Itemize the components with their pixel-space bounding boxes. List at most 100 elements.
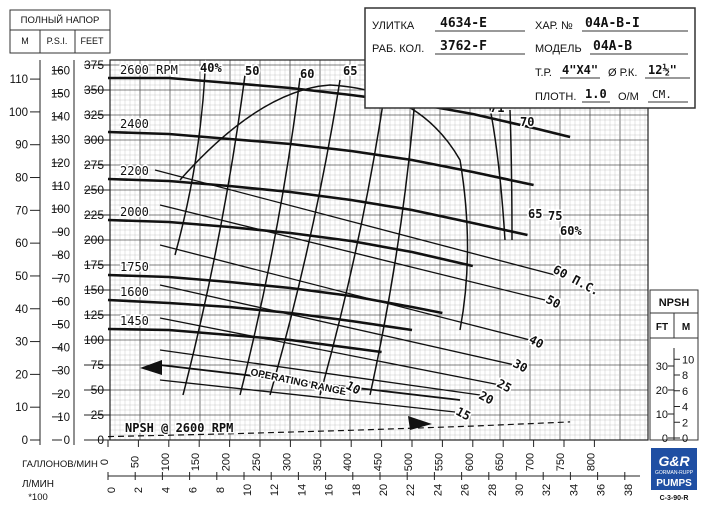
efficiency-label: 40%	[200, 61, 222, 75]
lpm-tick-label: 14	[296, 484, 308, 496]
npsh-ft-label: FT	[656, 322, 668, 333]
arrow-left-icon	[140, 360, 162, 375]
psi-tick-label: 20	[57, 389, 70, 401]
gpm-tick-label: 500	[403, 453, 415, 471]
psi-tick-label: 130	[51, 135, 70, 147]
col-m-label: M	[21, 36, 29, 46]
npsh-line	[159, 204, 546, 301]
tp-value: 4"X4"	[562, 63, 598, 77]
impeller-label: РАБ. КОЛ.	[372, 43, 424, 55]
dia-value: 12½"	[648, 63, 677, 77]
head-curve-1750	[107, 273, 443, 315]
npsh-line	[159, 317, 501, 386]
head-title: ПОЛНЫЙ НАПОР	[21, 14, 100, 26]
tp-label: Т.Р.	[535, 67, 552, 79]
psi-tick-label: 80	[57, 250, 70, 262]
rpm-label: 2600 RPM	[120, 63, 178, 77]
npsh-m-tick: 4	[682, 402, 688, 414]
rpm-label: 1750	[120, 260, 149, 274]
gorman-rupp-logo: G&R GORMAN-RUPP PUMPS C-3-90-R	[651, 448, 697, 502]
efficiency-line	[369, 97, 416, 396]
meter-tick-label: 90	[15, 140, 28, 152]
impeller-value: 3762-F	[440, 39, 487, 54]
feet-tick-label: 325	[84, 108, 104, 122]
gpm-tick-label: 750	[555, 453, 567, 471]
model-label: МОДЕЛЬ	[535, 43, 582, 55]
meter-tick-label: 60	[15, 238, 28, 250]
density-label: ПЛОТН.	[535, 91, 576, 103]
meter-tick-label: 80	[15, 173, 28, 185]
meter-tick-label: 110	[10, 74, 28, 86]
lpm-tick-label: 10	[242, 484, 254, 496]
col-feet-label: FEET	[80, 36, 104, 46]
npsh-line	[159, 379, 456, 413]
logo-code: C-3-90-R	[660, 495, 689, 502]
psi-tick-label: 10	[57, 412, 70, 424]
npsh-curve-label: NPSH @ 2600 RPM	[125, 421, 233, 435]
efficiency-line	[509, 109, 513, 241]
gpm-tick-label: 150	[190, 453, 202, 471]
lpm-tick-label: 4	[160, 487, 172, 493]
psi-tick-label: 90	[57, 227, 70, 239]
meter-tick-label: 10	[15, 402, 28, 414]
meter-tick-label: 50	[15, 271, 28, 283]
gpm-tick-label: 450	[373, 453, 385, 471]
psi-tick-label: 70	[57, 273, 70, 285]
meter-tick-label: 30	[15, 337, 28, 349]
psi-tick-label: 40	[57, 343, 70, 355]
feet-tick-label: 175	[84, 258, 104, 272]
col-psi-label: P.S.I.	[47, 36, 68, 46]
lpm-tick-label: 36	[596, 484, 608, 496]
feet-tick-label: 200	[84, 233, 104, 247]
feet-tick-label: 125	[84, 308, 104, 322]
rpm-label: 1450	[120, 314, 149, 328]
lpm-tick-label: 18	[351, 484, 363, 496]
meter-tick-label: 0	[22, 435, 28, 447]
npsh-m-label: M	[682, 322, 690, 333]
meter-tick-label: 70	[15, 205, 28, 217]
om-label: О/М	[618, 91, 639, 103]
efficiency-label: 60%	[560, 224, 582, 238]
lpm-tick-label: 26	[460, 484, 472, 496]
lpm-tick-label: 28	[487, 484, 499, 496]
head-curve-2600-rpm	[108, 76, 571, 139]
npsh-line	[154, 169, 556, 276]
feet-tick-label: 75	[91, 358, 105, 372]
lpm-tick-label: 30	[514, 484, 526, 496]
feet-tick-label: 50	[91, 383, 105, 397]
gpm-tick-label: 650	[494, 453, 506, 471]
feet-tick-label: 25	[91, 408, 105, 422]
rpm-label: 1600	[120, 285, 149, 299]
char-label: ХАР. №	[535, 20, 573, 32]
efficiency-label: 65	[528, 207, 542, 221]
efficiency-line	[269, 79, 341, 396]
gpm-tick-label: 600	[464, 453, 476, 471]
model-value: 04A-B	[593, 39, 632, 54]
gpm-tick-label: 300	[281, 453, 293, 471]
rpm-label: 2000	[120, 205, 149, 219]
volute-label: УЛИТКА	[372, 20, 415, 32]
lpm-tick-label: 20	[378, 484, 390, 496]
gpm-tick-label: 100	[160, 453, 172, 471]
feet-tick-label: 250	[84, 183, 104, 197]
logo-line2: GORMAN-RUPP	[655, 470, 694, 476]
psi-tick-label: 50	[57, 320, 70, 332]
psi-tick-label: 110	[52, 181, 70, 193]
npsh-m-tick: 2	[682, 417, 688, 429]
gpm-tick-label: 0	[99, 459, 111, 465]
head-curve-2000	[107, 218, 474, 268]
head-axis-header: ПОЛНЫЙ НАПОР M P.S.I. FEET	[9, 9, 111, 54]
npsh-line	[159, 284, 516, 366]
arrow-right-icon	[408, 416, 432, 430]
meter-tick-label: 40	[15, 304, 28, 316]
gpm-tick-label: 350	[312, 453, 324, 471]
gpm-tick-label: 800	[585, 453, 597, 471]
psi-tick-label: 160	[51, 65, 70, 77]
efficiency-line	[239, 77, 301, 396]
logo-line1: G&R	[658, 453, 690, 469]
feet-tick-label: 0	[97, 433, 104, 447]
npsh-curve	[107, 421, 571, 438]
lpm-tick-label: 24	[432, 484, 444, 496]
lpm-tick-label: 32	[541, 484, 553, 496]
